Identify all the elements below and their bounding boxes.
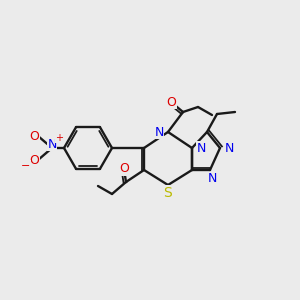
Text: O: O	[119, 163, 129, 176]
Text: O: O	[166, 95, 176, 109]
Text: O: O	[29, 154, 39, 166]
Text: O: O	[29, 130, 39, 142]
Text: +: +	[55, 133, 63, 143]
Text: N: N	[47, 137, 57, 151]
Text: N: N	[224, 142, 234, 154]
Text: N: N	[196, 142, 206, 154]
Text: N: N	[207, 172, 217, 185]
Text: N: N	[154, 125, 164, 139]
Text: −: −	[21, 161, 31, 171]
Text: S: S	[164, 186, 172, 200]
